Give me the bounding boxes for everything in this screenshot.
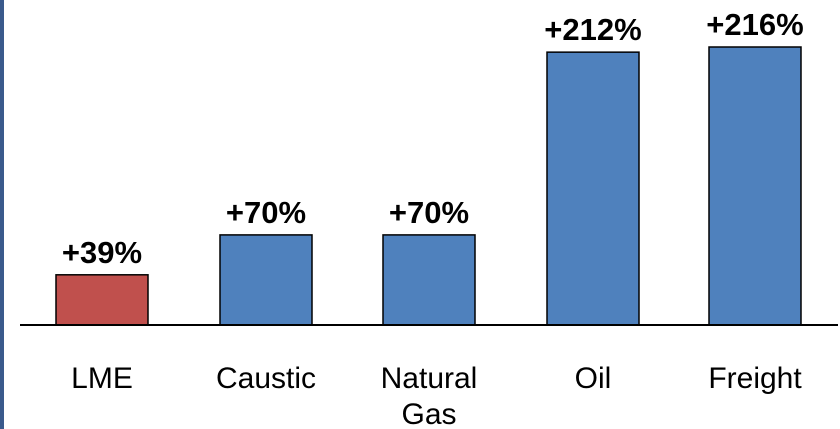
bar-natural-gas <box>382 234 476 326</box>
category-label-natural-gas-line2: Gas <box>401 398 456 429</box>
data-label-freight: +216% <box>706 7 803 42</box>
category-label-freight: Freight <box>708 362 802 395</box>
data-label-natural-gas: +70% <box>389 195 469 230</box>
data-label-oil: +212% <box>544 12 641 47</box>
left-border-rule <box>0 0 4 429</box>
category-label-caustic: Caustic <box>216 362 316 395</box>
bars-group <box>55 46 802 326</box>
category-label-oil: Oil <box>575 362 612 395</box>
category-label-lme: LME <box>71 362 133 395</box>
bar-oil <box>546 51 640 326</box>
value-labels-group: +39% +70% +70% +212% +216% <box>62 7 804 270</box>
bar-caustic <box>219 234 313 326</box>
data-label-lme: +39% <box>62 235 142 270</box>
category-label-natural-gas: Natural <box>381 362 478 395</box>
bar-lme <box>55 274 149 326</box>
data-label-caustic: +70% <box>226 195 306 230</box>
bar-freight <box>708 46 802 326</box>
